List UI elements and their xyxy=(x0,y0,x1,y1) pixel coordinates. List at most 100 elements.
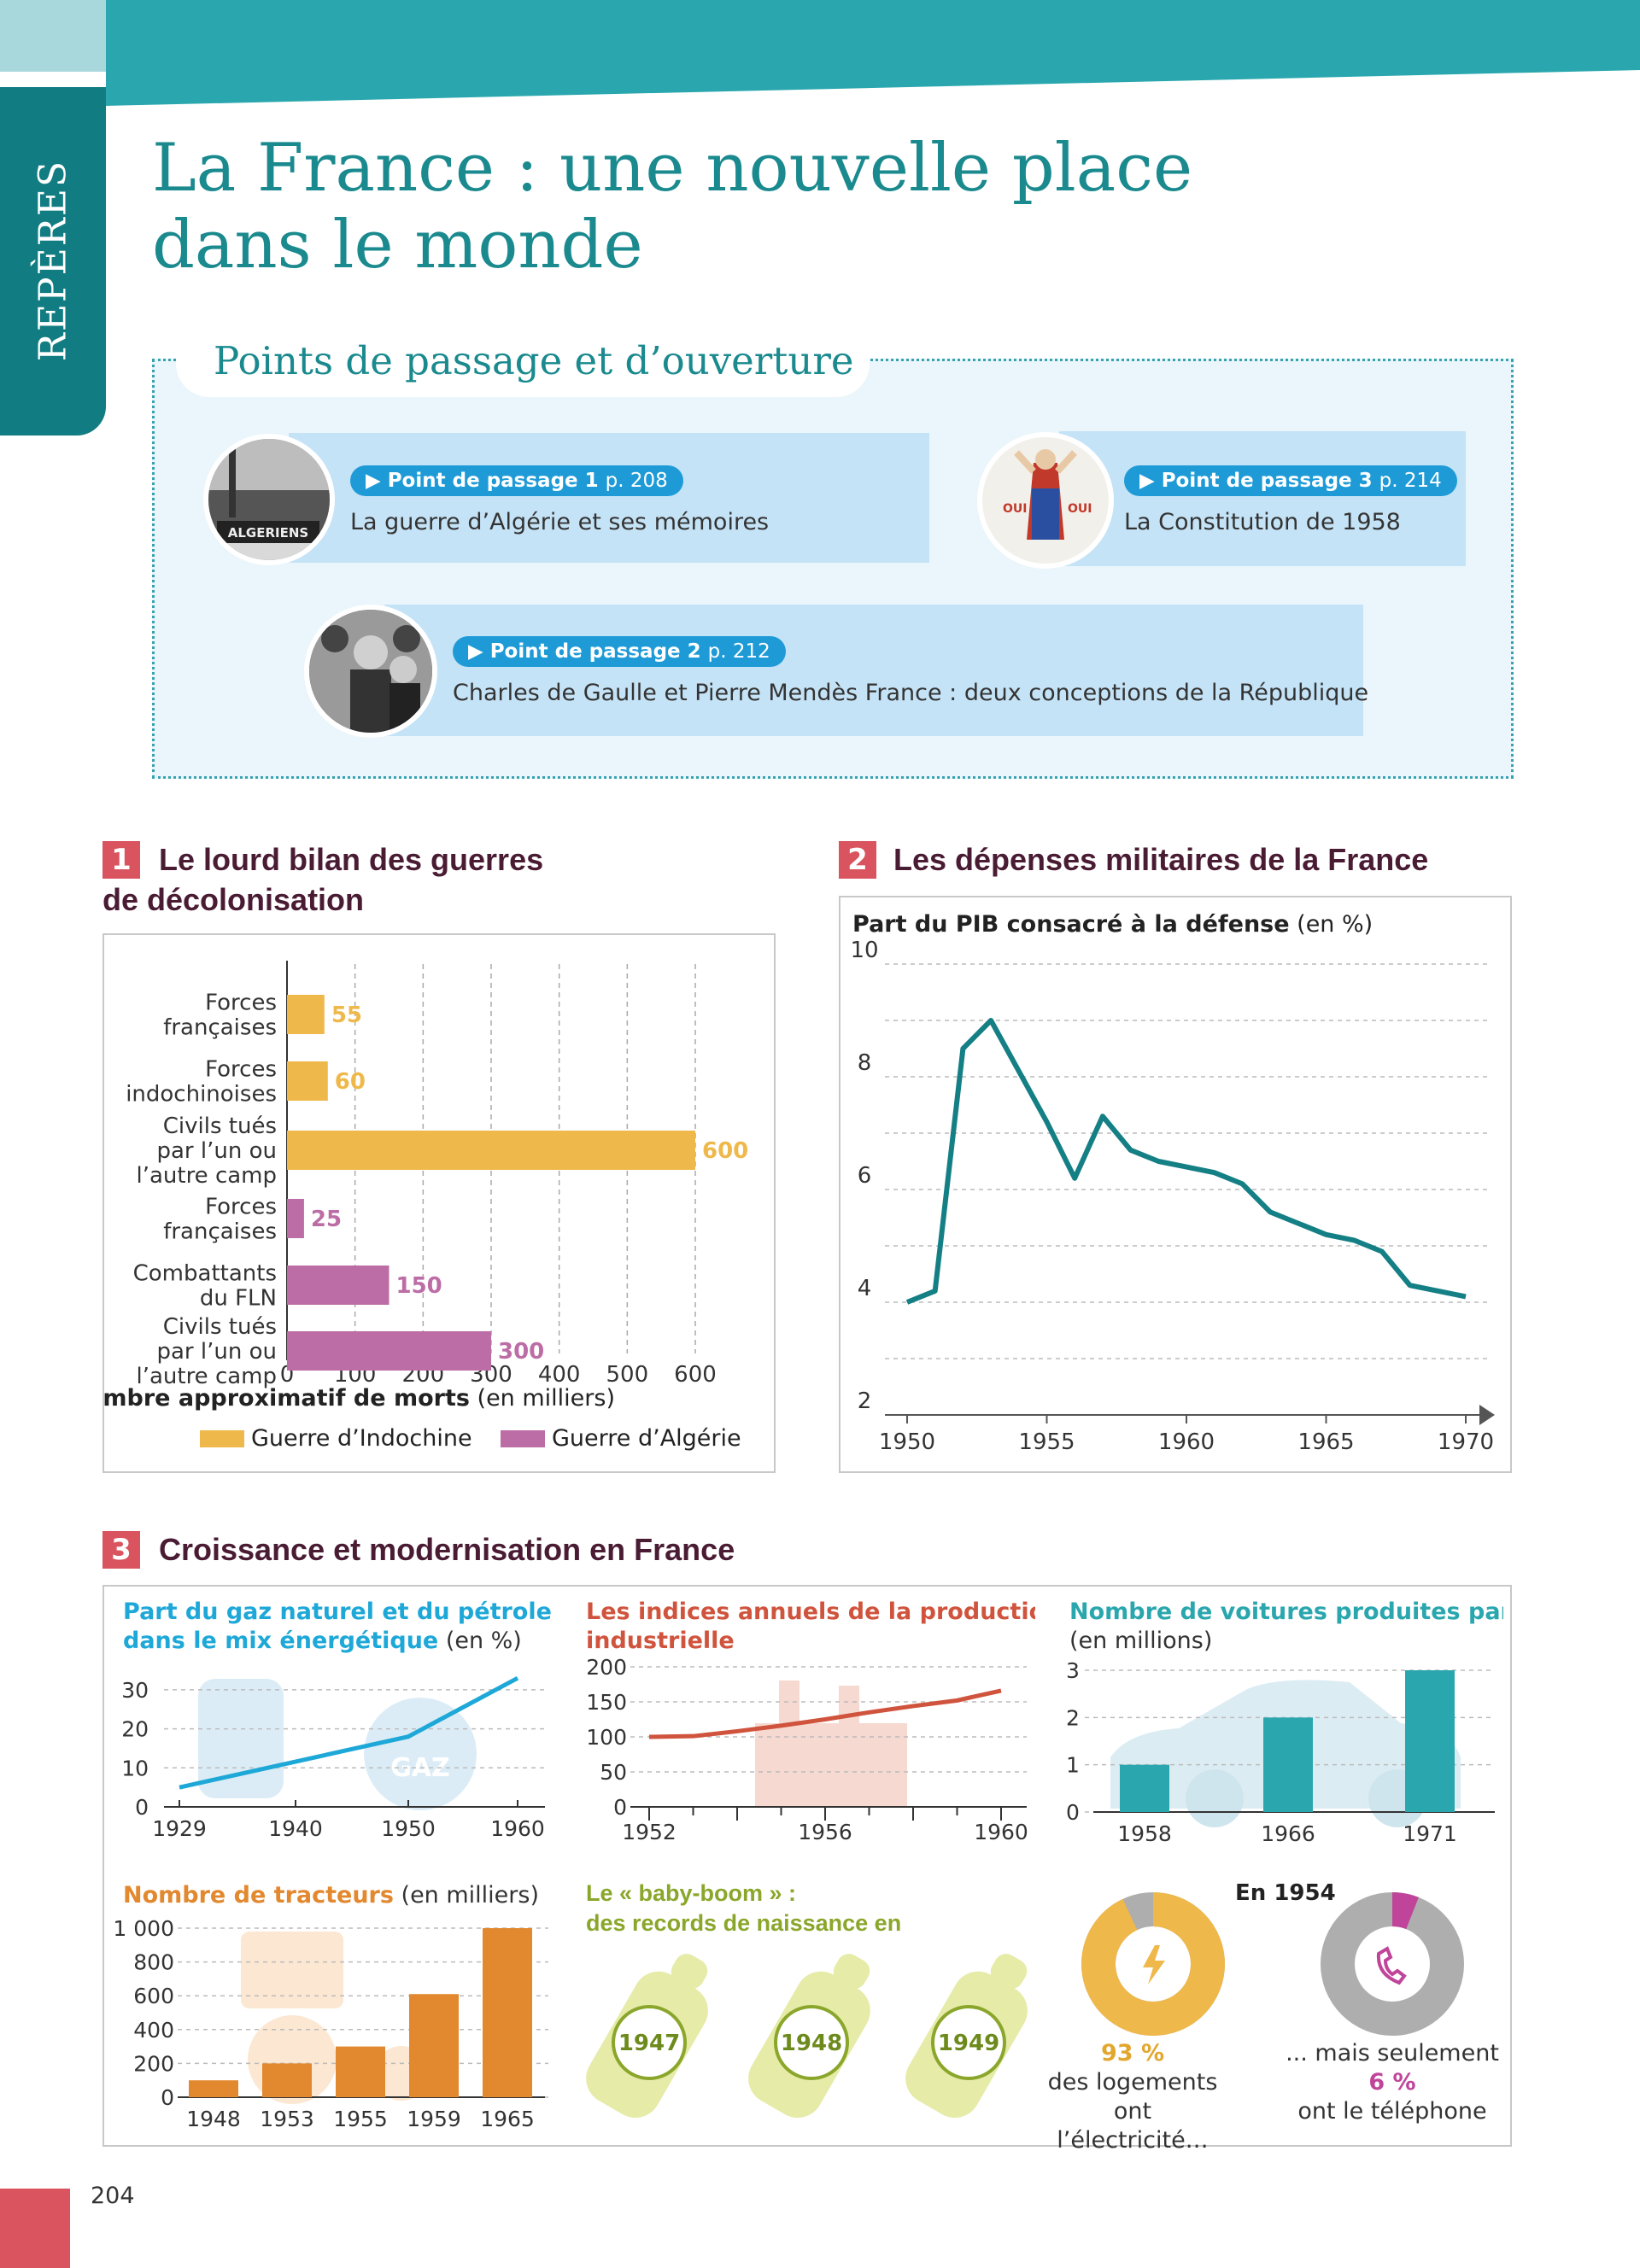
x-tick-label: 1940 xyxy=(268,1816,323,1841)
y-tick-label: 0 xyxy=(135,1795,149,1820)
babyboom-bottles: 1947 1948 1949 xyxy=(586,1954,1028,2118)
chart-2-title-unit: (en %) xyxy=(1290,911,1374,938)
y-tick-label: 2 xyxy=(858,1388,872,1414)
x-tick-label: 1952 xyxy=(622,1820,676,1844)
cars-title-bold: Nombre de voitures produites par an xyxy=(1069,1599,1503,1625)
page-number: 204 xyxy=(91,2183,135,2209)
tractor-title: Nombre de tracteurs (en milliers) xyxy=(123,1882,539,1909)
babyboom-title: Le « baby-boom » : des records de naissa… xyxy=(586,1879,901,1938)
electricite-slice xyxy=(1081,1892,1225,2036)
cars-title-unit: (en millions) xyxy=(1069,1628,1212,1654)
bar xyxy=(287,1131,695,1170)
electricite-line2: ont l’électricité… xyxy=(1057,2098,1209,2154)
category-label: par l’un ou xyxy=(157,1339,278,1365)
x-axis-title: Nombre approximatif de morts (en millier… xyxy=(102,1385,615,1412)
algeria-photo-image: ALGERIENS xyxy=(208,439,330,560)
bar xyxy=(287,1266,390,1305)
telephone-line2: ont le téléphone xyxy=(1297,2098,1487,2125)
y-tick-label: 0 xyxy=(613,1795,627,1820)
chart-gaz-petrole: Part du gaz naturel et du pétrole dans le… xyxy=(121,1599,552,1841)
poster-oui-right: OUI xyxy=(1068,502,1092,516)
tractor-title-bold: Nombre de tracteurs xyxy=(123,1882,394,1909)
factory-icon xyxy=(755,1723,907,1807)
passage-badge-3[interactable]: ▶ Point de passage 3 p. 214 xyxy=(1124,465,1457,496)
category-label: l’autre camp xyxy=(136,1163,277,1189)
telephone-icon xyxy=(1376,1946,1407,1985)
y-tick-label: 200 xyxy=(586,1655,627,1680)
y-tick-label: 8 xyxy=(858,1050,872,1076)
donut-telephone-caption: ... mais seulement 6 % ont le téléphone xyxy=(1283,2039,1502,2126)
bar xyxy=(409,1994,459,2097)
section-3-title: Croissance et modernisation en France xyxy=(159,1532,735,1567)
passage-card-1[interactable] xyxy=(289,433,929,563)
y-tick-label: 600 xyxy=(133,1984,174,2008)
y-tick-label: 400 xyxy=(133,2018,174,2043)
bar xyxy=(287,1061,328,1101)
y-tick-label: 10 xyxy=(850,938,878,963)
chart-2-title-bold: Part du PIB consacré à la défense xyxy=(852,911,1290,938)
gas-title-unit: (en %) xyxy=(438,1628,522,1654)
bar-value-label: 150 xyxy=(396,1273,442,1299)
donut-electricite-caption: 93 % des logements ont l’électricité… xyxy=(1047,2039,1218,2155)
section-1-title: Le lourd bilan des guerres de décolonisa… xyxy=(102,839,700,920)
bottle-nipple xyxy=(671,1954,708,1990)
category-label: par l’un ou xyxy=(157,1138,278,1164)
category-label: indochinoises xyxy=(126,1082,277,1108)
category-label: Civils tués xyxy=(163,1114,277,1139)
bar xyxy=(189,2080,238,2097)
header-band-light xyxy=(0,0,106,72)
passage-badge-2[interactable]: ▶ Point de passage 2 p. 212 xyxy=(453,636,786,667)
x-tick-label: 1971 xyxy=(1403,1821,1457,1846)
passage-badge-1[interactable]: ▶ Point de passage 1 p. 208 xyxy=(350,465,683,496)
y-tick-label: 10 xyxy=(121,1756,149,1780)
car-wheel-icon xyxy=(1186,1769,1244,1827)
babyboom-year: 1949 xyxy=(938,2031,999,2056)
legend-label-indochine: Guerre d’Indochine xyxy=(251,1425,472,1452)
gas-title-line2: dans le mix énergétique (en %) xyxy=(123,1628,522,1654)
y-tick-label: 0 xyxy=(1066,1800,1080,1825)
section-1-number: 1 xyxy=(102,841,140,879)
category-label: françaises xyxy=(163,1219,277,1245)
y-tick-label: 2 xyxy=(1066,1705,1080,1730)
passage-card-3[interactable] xyxy=(1059,431,1466,566)
x-tick-label: 1959 xyxy=(407,2107,461,2131)
donut-heading: En 1954 xyxy=(1235,1880,1336,1906)
babyboom-title-line2: des records de naissance en xyxy=(586,1910,902,1936)
de-gaulle-photo-image xyxy=(309,610,432,733)
tractor-icon xyxy=(241,1932,343,2008)
constitution-poster-image: OUI OUI xyxy=(982,437,1109,564)
babyboom-year: 1947 xyxy=(618,2031,680,2056)
category-label: Forces xyxy=(205,991,277,1016)
series-line xyxy=(179,1675,519,1790)
y-tick-label: 6 xyxy=(858,1163,872,1189)
x-tick-label: 1970 xyxy=(1438,1429,1494,1455)
sidebar-tab xyxy=(0,87,106,435)
y-tick-label: 0 xyxy=(161,2085,174,2110)
points-heading-tab xyxy=(176,330,870,397)
passage-card-2[interactable] xyxy=(384,605,1363,736)
x-tick-label: 1956 xyxy=(798,1820,852,1844)
legend-swatch-indochine xyxy=(200,1430,244,1447)
section-3-number: 3 xyxy=(102,1531,140,1569)
x-axis-arrow xyxy=(1479,1405,1495,1425)
bar-value-label: 300 xyxy=(498,1339,544,1365)
x-tick-label: 1958 xyxy=(1117,1821,1172,1846)
page-title-line1: La France : une nouvelle place xyxy=(152,130,1193,207)
chart-depenses-militaires: Part du PIB consacré à la défense (en %)… xyxy=(850,911,1495,1455)
bottle-nipple xyxy=(990,1954,1028,1990)
x-tick-label: 1960 xyxy=(974,1820,1028,1844)
year-badge xyxy=(612,2005,687,2080)
section-1-title-line1: Le lourd bilan des guerres xyxy=(159,842,544,877)
series-line xyxy=(648,1688,1002,1739)
category-label: Forces xyxy=(205,1057,277,1083)
legend-label-algerie: Guerre d’Algérie xyxy=(552,1425,741,1452)
page-title: La France : une nouvelle place dans le m… xyxy=(152,130,1433,284)
section-1-title-line2: de décolonisation xyxy=(102,882,365,917)
bar xyxy=(287,1199,304,1238)
x-tick-label: 600 xyxy=(674,1362,717,1388)
x-axis-title-bold: Nombre approximatif de morts xyxy=(102,1385,470,1412)
legend-swatch-algerie xyxy=(501,1430,545,1447)
x-tick-label: 1955 xyxy=(1018,1429,1075,1455)
svg-text:ALGERIENS: ALGERIENS xyxy=(228,525,308,541)
points-heading: Points de passage et d’ouverture xyxy=(214,338,854,383)
